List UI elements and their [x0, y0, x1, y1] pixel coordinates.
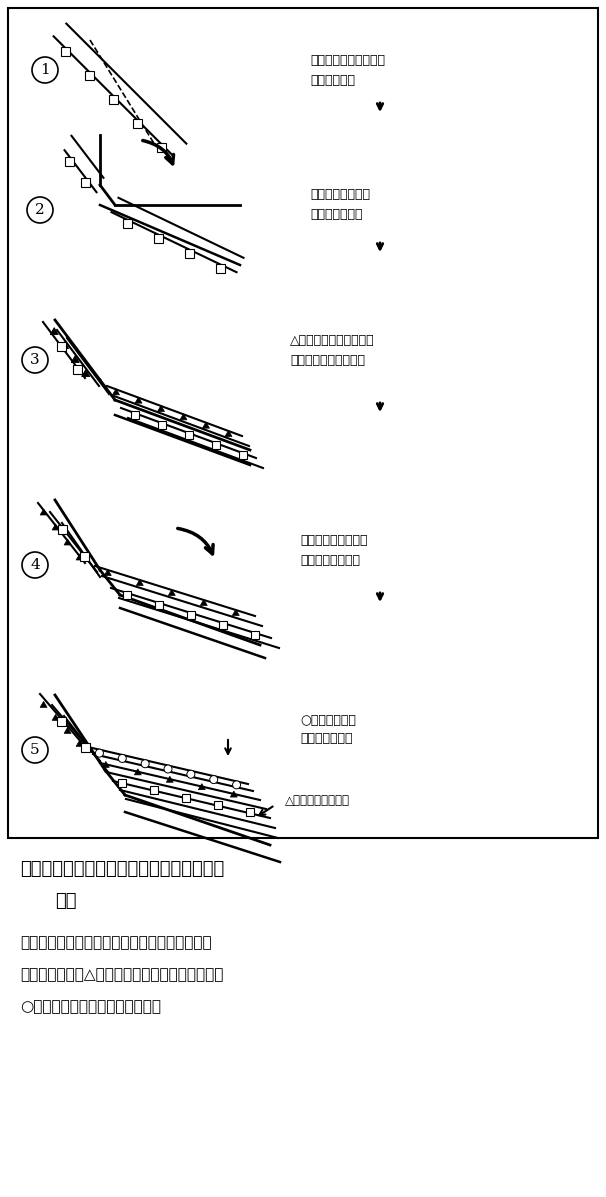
Polygon shape [76, 741, 83, 747]
Polygon shape [166, 777, 173, 783]
Text: ローム層の堆積: ローム層の堆積 [300, 731, 353, 745]
Polygon shape [104, 570, 112, 576]
Text: 図１　火山灰に着目した地すべり履歴評価: 図１ 火山灰に着目した地すべり履歴評価 [20, 859, 224, 879]
Text: 1: 1 [40, 63, 50, 77]
Polygon shape [61, 341, 68, 348]
Text: 灰の降下以降、△火山灰より前で、再活動期は、: 灰の降下以降、△火山灰より前で、再活動期は、 [20, 967, 224, 982]
Circle shape [27, 198, 53, 223]
Bar [65, 157, 74, 166]
Polygon shape [158, 406, 164, 412]
Polygon shape [52, 715, 59, 721]
Text: ○火山灰を含む: ○火山灰を含む [300, 713, 356, 727]
Bar [81, 178, 90, 187]
Circle shape [22, 552, 48, 578]
Bar [155, 601, 163, 609]
Text: 巨大地すべり再活動: 巨大地すべり再活動 [300, 534, 367, 547]
Circle shape [233, 780, 241, 789]
Bar [61, 47, 70, 56]
Polygon shape [102, 761, 109, 767]
Polygon shape [76, 554, 83, 560]
Text: 観察事項から地すべり凹地の発生は、口火山: 観察事項から地すべり凹地の発生は、口火山 [20, 935, 211, 950]
Text: 5: 5 [30, 743, 40, 757]
Polygon shape [71, 356, 79, 363]
Bar [133, 119, 142, 128]
Polygon shape [64, 728, 71, 734]
Circle shape [164, 765, 172, 773]
Bar [123, 591, 131, 598]
Bar [122, 219, 132, 229]
Text: ローム層堆積: ローム層堆積 [310, 73, 355, 86]
Circle shape [95, 749, 104, 758]
Polygon shape [201, 600, 207, 606]
Bar [158, 421, 165, 429]
Text: 4: 4 [30, 558, 40, 572]
Bar [154, 235, 163, 243]
Polygon shape [82, 370, 90, 377]
Bar [211, 440, 219, 449]
Bar [85, 71, 94, 80]
Polygon shape [135, 768, 141, 774]
Text: 2: 2 [35, 203, 45, 217]
Bar [182, 794, 190, 802]
Text: 及び凹地堆積物の堆積: 及び凹地堆積物の堆積 [290, 353, 365, 366]
Bar [57, 341, 66, 351]
Text: 3: 3 [30, 353, 40, 367]
Bar [157, 142, 166, 152]
Circle shape [210, 776, 218, 784]
Polygon shape [64, 539, 71, 545]
Text: 手法: 手法 [55, 892, 76, 910]
Polygon shape [180, 414, 187, 420]
Bar [219, 621, 227, 628]
Bar [150, 786, 158, 794]
Bar [109, 95, 118, 104]
Text: △火山灰を含むローム層: △火山灰を含むローム層 [290, 334, 375, 346]
Bar [184, 431, 193, 439]
Bar [80, 552, 89, 560]
Circle shape [141, 760, 149, 767]
Circle shape [32, 57, 58, 83]
Bar [57, 717, 66, 725]
Polygon shape [168, 589, 175, 595]
Polygon shape [230, 791, 238, 797]
Polygon shape [202, 423, 210, 429]
Bar [187, 610, 195, 619]
Bar [239, 451, 247, 458]
Bar [216, 265, 225, 273]
FancyBboxPatch shape [8, 8, 598, 838]
Bar [214, 801, 222, 809]
Polygon shape [40, 701, 47, 707]
Polygon shape [135, 397, 142, 403]
Bar [73, 365, 82, 373]
Circle shape [22, 347, 48, 373]
Polygon shape [52, 524, 59, 530]
Bar [58, 525, 67, 534]
Text: 巨大地すべり発生: 巨大地すべり発生 [310, 188, 370, 201]
Text: 斜面に口火山灰を含む: 斜面に口火山灰を含む [310, 54, 385, 67]
Bar [130, 411, 139, 419]
Polygon shape [232, 609, 239, 615]
Text: 頂部凹地の形成: 頂部凹地の形成 [310, 208, 362, 221]
Text: ○火山灰降下以前と解析される。: ○火山灰降下以前と解析される。 [20, 999, 161, 1014]
Bar [246, 808, 254, 816]
Polygon shape [225, 431, 232, 437]
Bar [118, 779, 126, 786]
Text: 凹地堆積物の変形: 凹地堆積物の変形 [300, 553, 360, 566]
Bar [251, 631, 259, 639]
Circle shape [187, 771, 195, 778]
Bar [185, 249, 194, 259]
Polygon shape [198, 784, 205, 790]
Text: △地すべり変位層準: △地すべり変位層準 [285, 794, 350, 807]
Bar [81, 743, 90, 752]
Polygon shape [113, 389, 119, 395]
Polygon shape [136, 579, 143, 585]
Circle shape [118, 754, 126, 762]
Polygon shape [50, 328, 58, 335]
Polygon shape [40, 509, 47, 515]
Circle shape [22, 737, 48, 762]
